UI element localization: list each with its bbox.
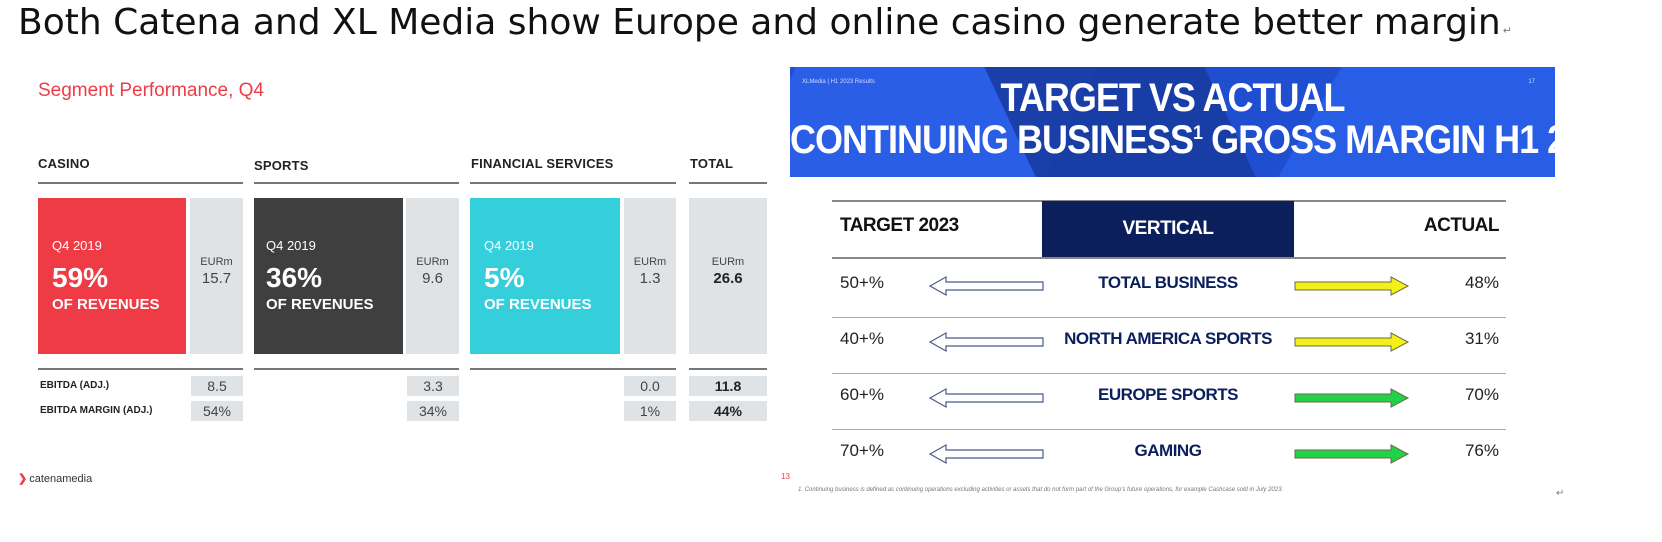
sports-revenue-box: EURm 9.6 xyxy=(406,198,459,354)
page-number: 13 xyxy=(781,472,790,481)
revenue-share-caption: OF REVENUES xyxy=(266,296,374,313)
period-label: Q4 2019 xyxy=(484,238,534,253)
vertical-name: NORTH AMERICA SPORTS xyxy=(1064,329,1272,348)
vertical-name: GAMING xyxy=(1134,441,1202,460)
revenue-share-caption: OF REVENUES xyxy=(52,296,160,313)
target-value: 70+% xyxy=(840,441,884,460)
row-divider xyxy=(832,317,1506,318)
catena-segment-slide: Segment Performance, Q4 CASINO SPORTS FI… xyxy=(0,68,790,508)
revenue-share: 5% xyxy=(484,262,525,293)
column-header-financial: FINANCIAL SERVICES xyxy=(471,156,614,171)
revenue-share: 36% xyxy=(266,262,323,293)
revenue-value: 9.6 xyxy=(422,270,443,287)
actual-arrow-icon xyxy=(1294,332,1410,352)
divider xyxy=(38,368,243,370)
sports-share-box: Q4 2019 36% OF REVENUES xyxy=(254,198,403,354)
catena-logo: ❯ catenamedia xyxy=(18,473,93,485)
paragraph-mark: ↵ xyxy=(1556,488,1565,499)
vertical-name: TOTAL BUSINESS xyxy=(1098,273,1238,292)
financial-margin: 1% xyxy=(624,401,676,421)
catena-logo-icon: ❯ xyxy=(18,473,28,485)
financial-ebitda: 0.0 xyxy=(624,376,676,396)
divider xyxy=(689,182,767,184)
header-vertical: VERTICAL xyxy=(1042,201,1294,257)
casino-share-box: Q4 2019 59% OF REVENUES xyxy=(38,198,186,354)
divider xyxy=(470,368,676,370)
total-revenue-box: EURm 26.6 xyxy=(689,198,767,354)
divider xyxy=(689,368,767,370)
actual-arrow-icon xyxy=(1294,444,1410,464)
unit-label: EURm xyxy=(200,256,233,268)
xlmedia-margin-slide: XLMedia | H1 2023 Results 17 TARGET VS A… xyxy=(790,67,1555,500)
title-banner: XLMedia | H1 2023 Results 17 TARGET VS A… xyxy=(790,67,1555,177)
footnote: 1. Continuing business is defined as con… xyxy=(798,487,1284,493)
divider xyxy=(470,182,676,184)
total-margin: 44% xyxy=(689,401,767,421)
casino-revenue-box: EURm 15.7 xyxy=(190,198,243,354)
target-arrow-icon xyxy=(928,275,1044,297)
target-arrow-icon xyxy=(928,387,1044,409)
casino-ebitda: 8.5 xyxy=(191,376,243,396)
revenue-share: 59% xyxy=(52,262,109,293)
target-arrow-icon xyxy=(928,443,1044,465)
column-header-sports: SPORTS xyxy=(254,158,309,173)
vertical-name: EUROPE SPORTS xyxy=(1098,385,1238,404)
period-label: Q4 2019 xyxy=(266,238,316,253)
actual-value: 31% xyxy=(1464,329,1499,348)
row-divider xyxy=(832,373,1506,374)
sports-ebitda: 3.3 xyxy=(407,376,459,396)
column-header-total: TOTAL xyxy=(690,156,734,171)
ebitda-label: EBITDA (ADJ.) xyxy=(40,380,110,391)
header-target: TARGET 2023 xyxy=(840,215,959,236)
period-label: Q4 2019 xyxy=(52,238,102,253)
column-header-casino: CASINO xyxy=(38,156,90,171)
actual-arrow-icon xyxy=(1294,276,1410,296)
unit-label: EURm xyxy=(711,256,745,268)
target-value: 50+% xyxy=(840,273,884,292)
revenue-value: 15.7 xyxy=(201,270,232,287)
financial-revenue-box: EURm 1.3 xyxy=(624,198,676,354)
total-ebitda: 11.8 xyxy=(689,376,767,396)
casino-margin: 54% xyxy=(191,401,243,421)
financial-share-box: Q4 2019 5% OF REVENUES xyxy=(470,198,620,354)
page-heading: Both Catena and XL Media show Europe and… xyxy=(18,2,1512,43)
sports-margin: 34% xyxy=(407,401,459,421)
actual-value: 70% xyxy=(1464,385,1499,404)
divider xyxy=(38,182,243,184)
divider xyxy=(254,368,459,370)
target-value: 60+% xyxy=(840,385,884,404)
unit-label: EURm xyxy=(633,256,667,268)
ebitda-margin-label: EBITDA MARGIN (ADJ.) xyxy=(40,405,153,416)
revenue-value: 1.3 xyxy=(639,270,661,287)
header-bottom-rule xyxy=(832,257,1506,259)
slide-title-line2: CONTINUING BUSINESS1 GROSS MARGIN H1 202… xyxy=(790,116,1555,162)
row-divider xyxy=(832,429,1506,430)
header-actual: ACTUAL xyxy=(1423,215,1500,236)
slide-header: XLMedia | H1 2023 Results xyxy=(802,79,875,85)
revenue-value: 26.6 xyxy=(713,270,743,287)
segment-title: Segment Performance, Q4 xyxy=(38,80,264,101)
actual-value: 76% xyxy=(1464,441,1499,460)
target-value: 40+% xyxy=(840,329,884,348)
unit-label: EURm xyxy=(416,256,449,268)
divider xyxy=(254,182,459,184)
revenue-share-caption: OF REVENUES xyxy=(484,296,592,313)
page-number: 17 xyxy=(1528,79,1535,85)
actual-value: 48% xyxy=(1464,273,1499,292)
slide-title-line1: TARGET VS ACTUAL xyxy=(1000,74,1346,120)
actual-arrow-icon xyxy=(1294,388,1410,408)
target-arrow-icon xyxy=(928,331,1044,353)
